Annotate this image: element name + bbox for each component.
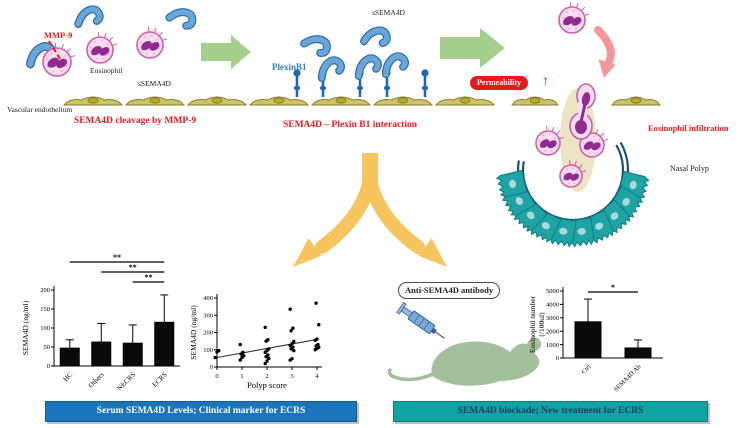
svg-text:1000: 1000 bbox=[546, 342, 559, 349]
eosinophil-cell bbox=[558, 2, 590, 34]
anti-sema4d-antibody-box: Anti-SEMA4D antibody bbox=[398, 282, 501, 299]
yellow-split-arrow bbox=[293, 153, 447, 267]
svg-text:50: 50 bbox=[44, 344, 51, 351]
svg-text:**: ** bbox=[113, 253, 121, 262]
bar-HC bbox=[59, 347, 80, 367]
bar-SEMA4D Ab bbox=[624, 347, 652, 359]
svg-text:300: 300 bbox=[203, 312, 213, 319]
svg-text:SEMA4D (ng/ml): SEMA4D (ng/ml) bbox=[21, 300, 30, 355]
svg-text:Eosinophil number: Eosinophil number bbox=[528, 295, 537, 353]
ssema4d-label-panel2: sSEMA4D bbox=[372, 8, 405, 17]
plexinb1-label: PlexinB1 bbox=[272, 62, 307, 72]
eosinophil-cell bbox=[42, 43, 76, 77]
svg-text:SEMA4D (ng/ml): SEMA4D (ng/ml) bbox=[189, 305, 198, 360]
green-arrow bbox=[440, 28, 505, 68]
eosinophil-infiltration-label: Eosinophil infiltration bbox=[648, 123, 729, 133]
pink-curved-arrow bbox=[594, 26, 616, 78]
blockade-banner: SEMA4D blockade; New treatment for ECRS bbox=[393, 401, 708, 422]
svg-text:(/100ul): (/100ul) bbox=[537, 312, 546, 337]
green-arrow bbox=[201, 35, 251, 69]
mmp9-cleavage-dash bbox=[48, 40, 63, 63]
serum-sema4d-bar-chart: 0 50 100 150 200 HC Others NECRS ECRS ** ** ** SEMA4… bbox=[21, 253, 180, 393]
svg-text:HC: HC bbox=[62, 371, 75, 384]
eosinophil-cell bbox=[136, 27, 168, 59]
ssema4d-molecule bbox=[354, 54, 383, 80]
vascular-endothelium-label: Vascular endothelium bbox=[7, 105, 73, 114]
svg-text:0: 0 bbox=[210, 364, 213, 371]
svg-text:Polyp score: Polyp score bbox=[247, 380, 287, 390]
svg-text:NECRS: NECRS bbox=[116, 371, 138, 393]
svg-text:SEMA4D Ab: SEMA4D Ab bbox=[613, 363, 643, 393]
svg-text:0: 0 bbox=[215, 373, 218, 380]
bar-NECRS bbox=[122, 342, 143, 367]
panel2-caption: SEMA4D – Plexin B1 interaction bbox=[282, 120, 418, 130]
ssema4d-label-panel1: sSEMA4D bbox=[138, 79, 171, 88]
ssema4d-molecule bbox=[74, 5, 104, 29]
nasal-polyp bbox=[495, 141, 650, 248]
permeability-badge: Permeability bbox=[470, 76, 528, 90]
nasal-polyp-label: Nasal Polyp bbox=[670, 164, 709, 173]
ssema4d-molecule bbox=[360, 26, 391, 47]
bar-ECRS bbox=[154, 321, 175, 367]
polyp-score-scatter-chart: 0 100 200 300 400 0 1 2 3 4 Polyp score SEMA4D (ng/… bbox=[189, 294, 322, 390]
ssema4d-molecule bbox=[381, 52, 410, 78]
vascular-endothelium bbox=[62, 96, 661, 106]
svg-text:Others: Others bbox=[87, 371, 106, 390]
svg-text:200: 200 bbox=[40, 287, 50, 294]
mouse-silhouette bbox=[387, 337, 542, 386]
syringe-icon bbox=[396, 301, 445, 339]
ssema4d-molecule bbox=[317, 56, 346, 82]
svg-text:**: ** bbox=[145, 273, 153, 282]
eosinophil-cell bbox=[86, 32, 118, 64]
svg-text:Ctrl: Ctrl bbox=[580, 363, 592, 375]
svg-text:200: 200 bbox=[203, 330, 213, 337]
bar-Ctrl bbox=[574, 321, 602, 359]
eosinophil-cell bbox=[535, 126, 565, 156]
panel1-caption: SEMA4D cleavage by MMP-9 bbox=[73, 116, 197, 126]
transmigrating-eosinophil bbox=[569, 83, 596, 140]
serum-levels-banner: Serum SEMA4D Levels; Clinical marker for… bbox=[45, 401, 357, 422]
svg-text:ECRS: ECRS bbox=[151, 371, 169, 389]
permeability-up-arrow-icon: ↑ bbox=[542, 74, 549, 89]
svg-text:3: 3 bbox=[290, 373, 293, 380]
svg-text:5000: 5000 bbox=[546, 288, 559, 295]
svg-text:4: 4 bbox=[315, 373, 319, 380]
bar-Others bbox=[91, 341, 112, 367]
svg-text:*: * bbox=[611, 283, 615, 292]
svg-text:150: 150 bbox=[40, 306, 50, 313]
svg-text:2000: 2000 bbox=[546, 328, 559, 335]
eosinophil-label: Eosinophil bbox=[90, 66, 123, 75]
svg-text:**: ** bbox=[129, 263, 137, 272]
svg-text:2: 2 bbox=[265, 373, 268, 380]
svg-text:100: 100 bbox=[40, 325, 50, 332]
svg-text:0: 0 bbox=[556, 355, 559, 362]
svg-text:3000: 3000 bbox=[546, 315, 559, 322]
svg-text:100: 100 bbox=[203, 347, 213, 354]
svg-text:0: 0 bbox=[47, 363, 50, 370]
svg-text:4000: 4000 bbox=[546, 302, 559, 309]
ssema4d-molecule bbox=[300, 35, 331, 57]
svg-text:400: 400 bbox=[203, 295, 213, 302]
ssema4d-molecule bbox=[165, 8, 197, 30]
eosinophil-cell bbox=[559, 160, 587, 188]
eosinophil-number-bar-chart: 0 1000 2000 3000 4000 5000 Ctrl SEMA4D Ab * Eosin… bbox=[528, 283, 663, 393]
svg-text:1: 1 bbox=[240, 373, 243, 380]
mmp9-label: MMP-9 bbox=[44, 30, 73, 40]
